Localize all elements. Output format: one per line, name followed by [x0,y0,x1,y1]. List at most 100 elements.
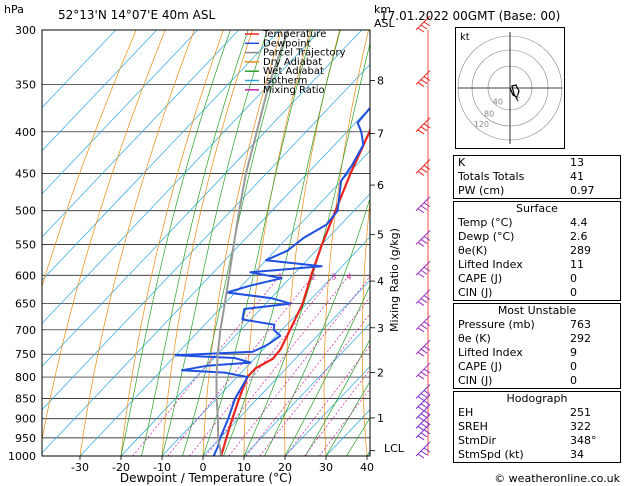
row-label: Temp (°C) [458,216,513,229]
wind-barb-flag [423,236,431,241]
legend-entry: Dewpoint [263,38,311,49]
wind-barb-flag [417,301,425,306]
dry-adiabat [202,30,282,456]
km-tick-1: 1 [377,412,384,425]
km-tick-2: 2 [377,367,384,380]
wind-barb-350 [415,70,431,87]
wind-barb-flag [423,295,431,300]
wind-barb-600 [415,260,431,278]
wet-adiabat [182,30,289,456]
temp-tick-10: 10 [237,461,251,474]
wind-barb-flag [423,400,431,406]
wind-barb-550 [415,230,431,247]
chart-grid: 1 2 3 4 6 8 10 15 20 25 [42,30,447,456]
pressure-tick-600: 600 [15,269,36,282]
pressure-tick-450: 450 [15,167,36,180]
hodograph-ring-label: 80 [484,110,494,119]
row-label: CIN (J) [458,286,493,299]
legend-entry: Dry Adiabat [263,57,322,68]
hodograph-table-title: Hodograph [506,392,568,405]
mixing-ratio-label: 20 [437,272,447,281]
wind-barb-300 [415,15,431,33]
wind-barb-flag [417,425,425,431]
wind-barb-flag [420,298,428,303]
wind-barb-1000 [415,441,431,459]
wind-barb-flag [420,450,428,456]
plot-frame [41,29,371,457]
wind-barb-flag [417,435,425,441]
chart-traces [174,30,370,456]
pressure-tick-1000: 1000 [8,450,36,463]
dry-adiabat [120,30,224,456]
wind-barb-flag [417,208,425,214]
isotherm [42,30,116,109]
wind-barb-flag [417,396,425,401]
table-row: StmSpd (kt) 34 [454,448,620,462]
pressure-tick-300: 300 [15,24,36,37]
indices-table: K 13 Totals Totals 41 PW (cm) 0.97 [453,155,621,199]
wind-barb-flag [420,348,428,354]
km-tick-4: 4 [377,275,384,288]
mixing-ratio-label: 4 [346,272,351,281]
wind-barb-flag [423,390,431,395]
km-tick-6: 6 [377,179,384,192]
wind-barb-flag [417,171,425,176]
temp-tick--10: -10 [153,461,171,474]
isotherm [161,236,370,456]
wet-adiabat [305,338,370,456]
wind-barb-flag [420,24,428,30]
wind-barb-flag [417,416,425,422]
hpa-axis-label: hPa [4,3,24,16]
temp-tick--20: -20 [112,461,130,474]
wind-barb-flag [423,202,431,208]
isotherm [42,30,157,152]
row-label: PW (cm) [458,184,505,197]
row-label: Pressure (mb) [458,318,535,331]
wind-barb-flag [417,327,425,333]
wind-barb-950 [415,423,431,441]
row-value: 0 [570,374,577,387]
wind-barb-flag [423,345,431,351]
wind-barb-flag [420,413,428,419]
pressure-tick-750: 750 [15,348,36,361]
table-row: Lifted Index 9 [454,346,620,360]
row-label: θe(K) [458,244,488,257]
hodograph-unit: kt [460,32,470,43]
table-row: Totals Totals 41 [454,170,620,184]
row-label: StmSpd (kt) [458,448,524,461]
dry-adiabat [161,30,253,456]
km-tick-8: 8 [377,74,384,87]
table-row: Lifted Index 11 [454,258,620,272]
row-label: Lifted Index [458,346,523,359]
wind-barb-flag [417,453,425,459]
wind-barb-flag [417,406,425,412]
temp-tick--30: -30 [71,461,89,474]
row-value: 251 [570,406,591,419]
surface-table: Surface Temp (°C) 4.4 Dewp (°C) 2.6 θe(K) 289… [453,201,621,301]
hodograph-trace [509,84,520,102]
wind-barb-650 [415,289,431,306]
trace-parcel-trajectory [215,30,289,456]
wind-barb-875 [415,394,431,412]
table-row: SREH 322 [454,420,620,434]
isotherm [42,30,198,195]
wind-barb-800 [415,362,431,380]
copyright: © weatheronline.co.uk [494,472,620,485]
isotherm [79,150,370,456]
wind-barb-flag [423,429,431,435]
row-label: StmDir [458,434,497,447]
legend-entry: Mixing Ratio [263,85,325,96]
dry-adiabat [79,30,195,456]
row-value: 292 [570,332,591,345]
km-tick-3: 3 [377,322,384,335]
row-value: 9 [570,346,577,359]
temp-tick-20: 20 [278,461,292,474]
table-row: θe (K) 292 [454,332,620,346]
row-value: 4.4 [570,216,588,229]
isotherm [42,107,370,454]
wind-barb-flag [417,82,425,87]
lcl-label: LCL [384,442,405,455]
row-label: θe (K) [458,332,491,345]
row-value: 0 [570,286,577,299]
